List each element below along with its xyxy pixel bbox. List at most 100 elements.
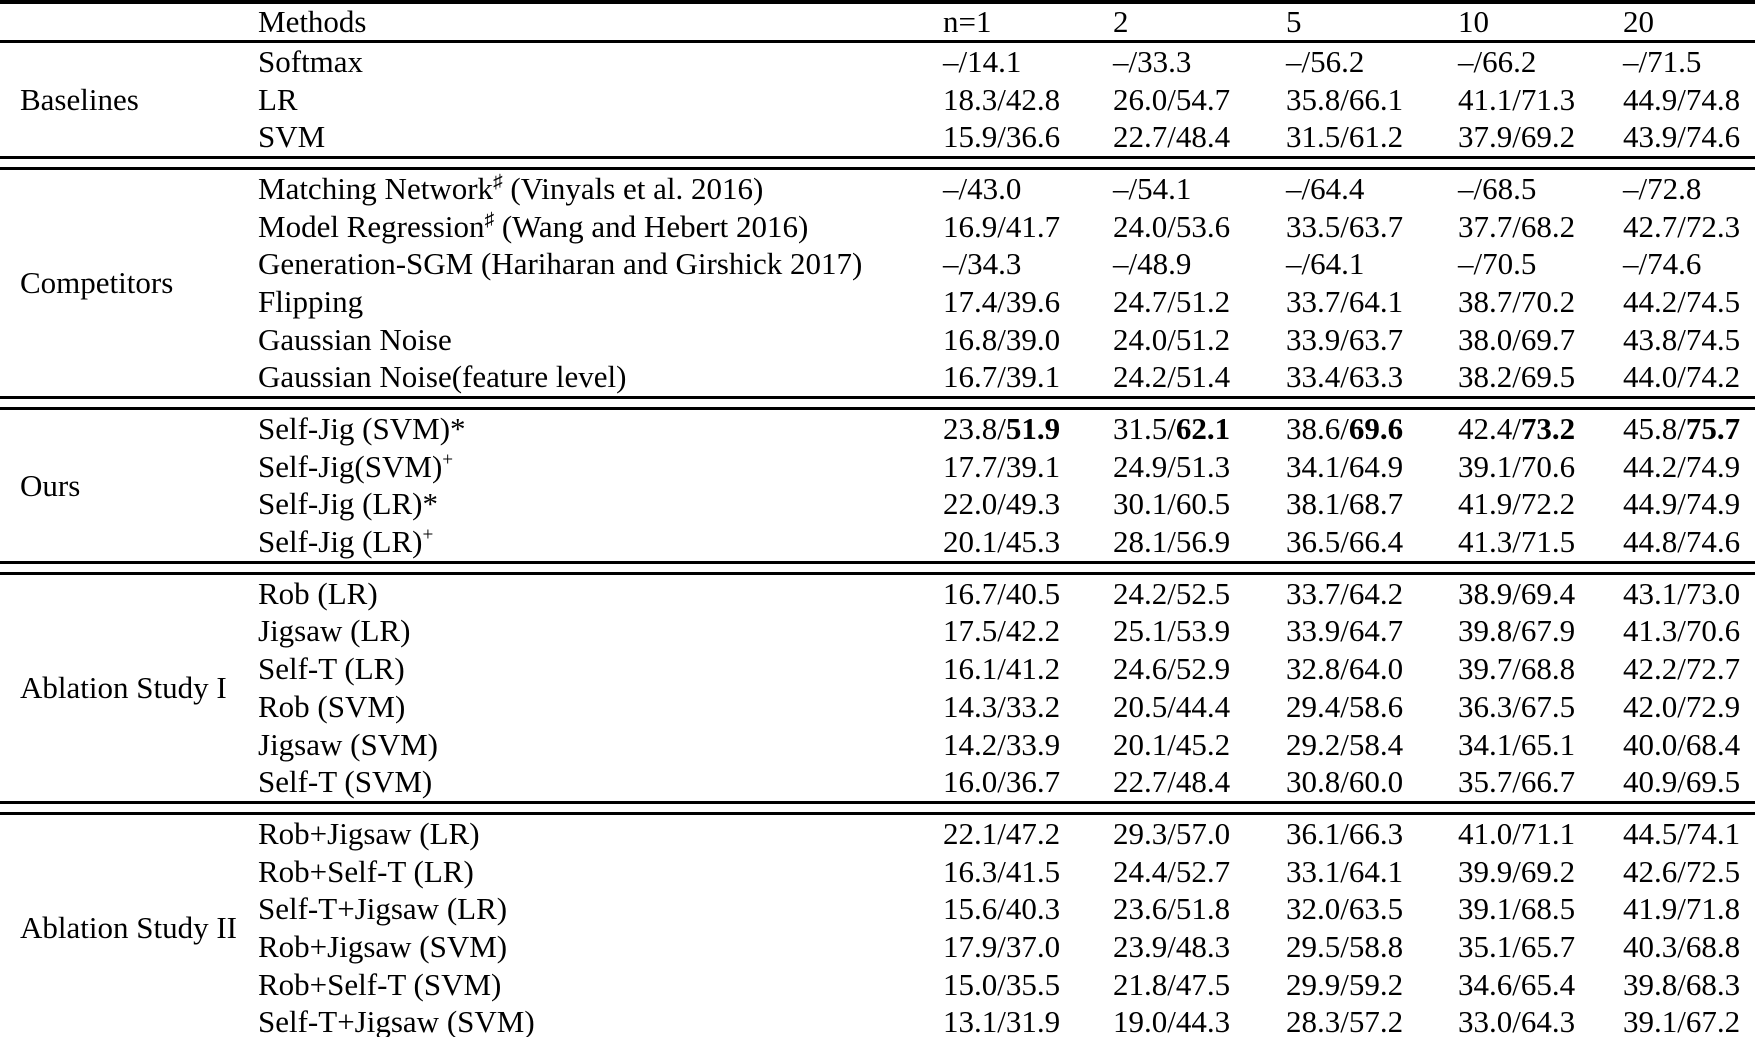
method-name: Rob+Self-T (SVM) <box>258 966 502 1002</box>
result-value: 20.1/45.3 <box>943 524 1061 560</box>
result-value: 28.3/57.2 <box>1286 1004 1404 1037</box>
result-value: –/48.9 <box>1113 246 1192 282</box>
result-value: 17.5/42.2 <box>943 613 1061 649</box>
result-value: 41.3/71.5 <box>1458 524 1576 560</box>
best-result-value: 69.6 <box>1348 411 1404 447</box>
table-row: Generation-SGM (Hariharan and Girshick 2… <box>0 245 1755 283</box>
result-value: 15.0/35.5 <box>943 966 1061 1002</box>
result-value: 28.1/56.9 <box>1113 524 1231 560</box>
method-name: Gaussian Noise <box>258 321 452 357</box>
method-name: Gaussian Noise(feature level) <box>258 359 627 395</box>
result-value: –/66.2 <box>1458 43 1537 79</box>
result-value: 41.3/70.6 <box>1623 613 1741 649</box>
result-value: 42.2/72.7 <box>1623 651 1741 687</box>
table-row: Model Regression♯ (Wang and Hebert 2016)… <box>0 208 1755 246</box>
method-name: Rob (SVM) <box>258 688 406 724</box>
result-value: 24.0/51.2 <box>1113 321 1231 357</box>
result-value: 33.4/63.3 <box>1286 359 1404 395</box>
result-value: 16.7/39.1 <box>943 359 1061 395</box>
table-row: Self-T (SVM) 16.0/36.7 22.7/48.4 30.8/60.0 3… <box>0 763 1755 801</box>
result-value: 36.5/66.4 <box>1286 524 1404 560</box>
result-value: 22.7/48.4 <box>1113 764 1231 800</box>
header-col-n1: n=1 <box>943 4 992 39</box>
result-value: 22.1/47.2 <box>943 815 1061 851</box>
result-value: 24.2/51.4 <box>1113 359 1231 395</box>
result-value: 42.0/72.9 <box>1623 688 1741 724</box>
result-value: 33.7/64.2 <box>1286 575 1404 611</box>
group-label: Ablation Study I <box>20 670 227 705</box>
result-value: 39.1/67.2 <box>1623 1004 1741 1037</box>
method-name: Rob+Jigsaw (SVM) <box>258 928 508 964</box>
result-value: –/33.3 <box>1113 43 1192 79</box>
result-value: 39.1/68.5 <box>1458 891 1576 927</box>
result-value: 39.8/67.9 <box>1458 613 1576 649</box>
result-value: 36.1/66.3 <box>1286 815 1404 851</box>
result-value: 44.9/74.9 <box>1623 486 1741 522</box>
result-value: 24.9/51.3 <box>1113 448 1231 484</box>
result-value: –/68.5 <box>1458 170 1537 206</box>
result-value: 29.4/58.6 <box>1286 688 1404 724</box>
method-name: Softmax <box>258 43 364 79</box>
result-value: 14.2/33.9 <box>943 726 1061 762</box>
result-value: –/64.1 <box>1286 246 1365 282</box>
group-baselines: Baselines Softmax –/14.1 –/33.3 –/56.2 –/66.2… <box>0 43 1755 156</box>
table-row: Ablation Study I Rob (LR) 16.7/40.5 24.2/52… <box>0 575 1755 705</box>
result-value: 16.9/41.7 <box>943 208 1061 244</box>
result-value: 29.9/59.2 <box>1286 966 1404 1002</box>
result-value: 36.3/67.5 <box>1458 688 1576 724</box>
table-row: Ours Self-Jig (SVM)* 23.8/51.9 31.5/62.1 38.… <box>0 410 1755 503</box>
table-row: Jigsaw (SVM) 14.2/33.9 20.1/45.2 29.2/58.4 3… <box>0 726 1755 764</box>
result-value: 17.7/39.1 <box>943 448 1061 484</box>
method-superscript: ♯ <box>484 209 495 231</box>
method-superscript: + <box>442 449 454 471</box>
best-result-value: 75.7 <box>1685 411 1741 447</box>
method-name: Jigsaw (LR) <box>258 613 411 649</box>
method-name: SVM <box>258 119 326 155</box>
method-name: Rob+Self-T (LR) <box>258 853 474 889</box>
table-row: Self-T+Jigsaw (SVM) 13.1/31.9 19.0/44.3 28.… <box>0 1004 1755 1037</box>
result-value: 33.9/64.7 <box>1286 613 1404 649</box>
result-value: 35.7/66.7 <box>1458 764 1576 800</box>
header-group-cell <box>0 2 238 42</box>
result-value: 34.1/65.1 <box>1458 726 1576 762</box>
result-value: 43.1/73.0 <box>1623 575 1741 611</box>
result-value: –/74.6 <box>1623 246 1702 282</box>
result-value: 32.8/64.0 <box>1286 651 1404 687</box>
result-value: 20.1/45.2 <box>1113 726 1231 762</box>
result-value: 24.7/51.2 <box>1113 283 1231 319</box>
best-result-value: 62.1 <box>1175 411 1231 447</box>
result-value: 38.7/70.2 <box>1458 283 1576 319</box>
result-value: 24.6/52.9 <box>1113 651 1231 687</box>
result-value: 21.8/47.5 <box>1113 966 1231 1002</box>
group-label: Ours <box>20 467 81 503</box>
result-value: 26.0/54.7 <box>1113 81 1231 117</box>
result-value: 15.6/40.3 <box>943 891 1061 927</box>
result-value: 39.7/68.8 <box>1458 651 1576 687</box>
result-value: 35.8/66.1 <box>1286 81 1404 117</box>
result-value: 44.2/74.9 <box>1623 448 1741 484</box>
method-name: Jigsaw (SVM) <box>258 726 438 762</box>
method-name: Matching Network♯ (Vinyals et al. 2016) <box>258 170 764 206</box>
header-methods-label: Methods <box>258 4 367 39</box>
result-value: 22.0/49.3 <box>943 486 1061 522</box>
result-value: 30.1/60.5 <box>1113 486 1231 522</box>
result-value: 18.3/42.8 <box>943 81 1061 117</box>
best-result-value: 51.9 <box>1005 411 1061 447</box>
result-value: 13.1/31.9 <box>943 1004 1061 1037</box>
result-value: 38.9/69.4 <box>1458 575 1576 611</box>
result-value: 16.1/41.2 <box>943 651 1061 687</box>
result-value: 16.0/36.7 <box>943 764 1061 800</box>
table-row: SVM 15.9/36.6 22.7/48.4 31.5/61.2 37.9/69.2 4… <box>0 118 1755 156</box>
group-label: Competitors <box>20 265 174 301</box>
method-name: Rob+Jigsaw (LR) <box>258 815 480 851</box>
result-value: 41.9/72.2 <box>1458 486 1576 522</box>
result-value: 23.6/51.8 <box>1113 891 1231 927</box>
result-value: –/54.1 <box>1113 170 1192 206</box>
result-value: 33.0/64.3 <box>1458 1004 1576 1037</box>
group-competitors: Competitors Matching Network♯ (Vinyals et… <box>0 170 1755 396</box>
table-row: Jigsaw (LR) 17.5/42.2 25.1/53.9 33.9/64.7 39… <box>0 613 1755 651</box>
result-value: 38.0/69.7 <box>1458 321 1576 357</box>
method-name: Rob (LR) <box>258 575 378 611</box>
table-row: Gaussian Noise(feature level) 16.7/39.1 24… <box>0 359 1755 397</box>
result-value: 32.0/63.5 <box>1286 891 1404 927</box>
